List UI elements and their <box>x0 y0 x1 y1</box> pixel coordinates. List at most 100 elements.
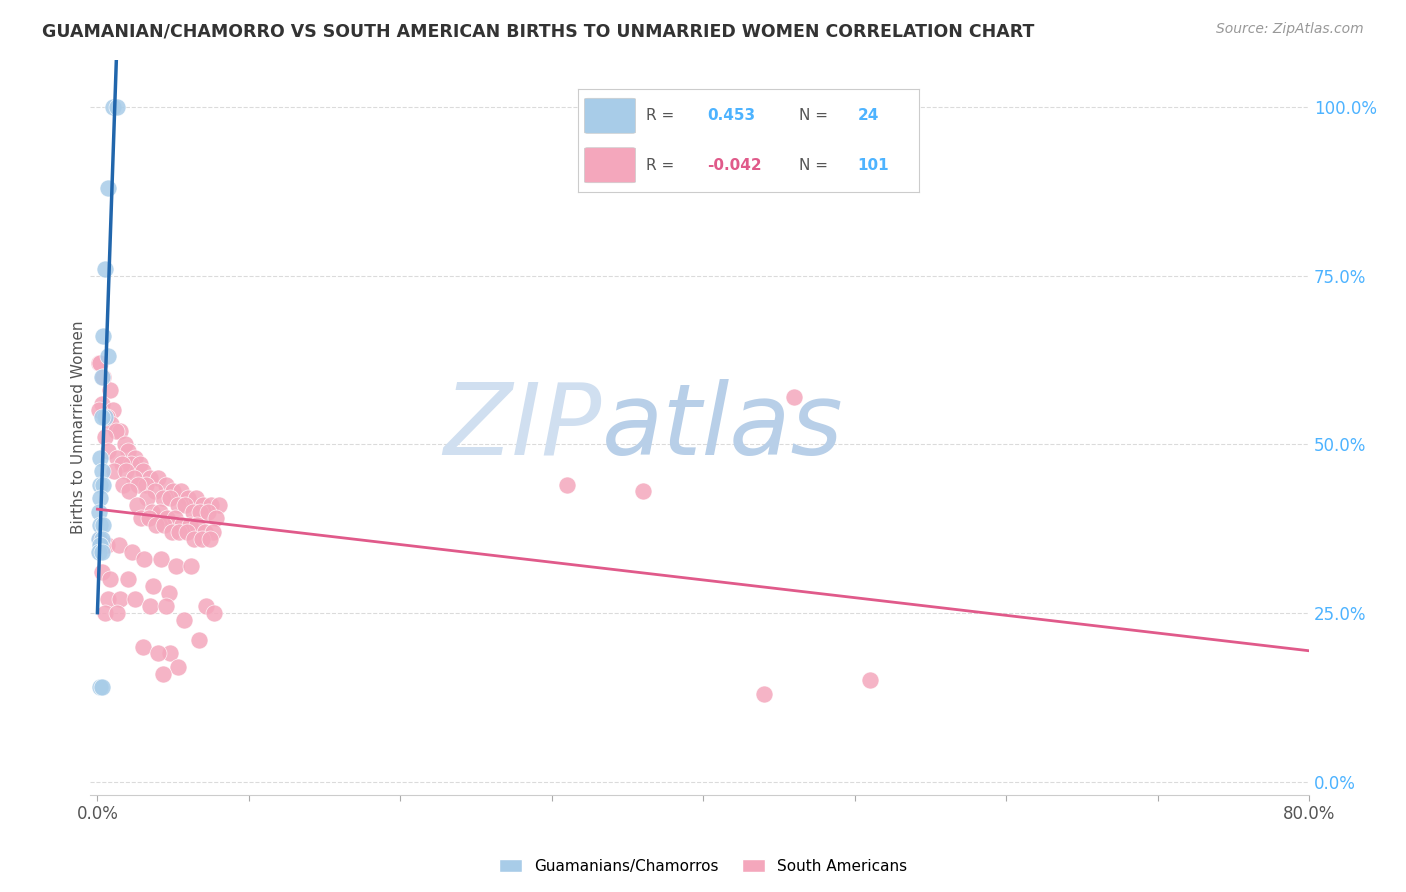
Point <box>124 450 146 465</box>
Point <box>104 424 127 438</box>
Point <box>89 680 111 694</box>
Point <box>94 606 117 620</box>
Point <box>190 505 212 519</box>
Point <box>94 410 117 425</box>
Point <box>125 498 148 512</box>
Point <box>136 491 159 505</box>
Point <box>108 592 131 607</box>
Point <box>142 579 165 593</box>
Point <box>87 403 110 417</box>
Point <box>146 646 169 660</box>
Point <box>87 505 110 519</box>
Point <box>117 572 139 586</box>
Point <box>128 458 150 472</box>
Point <box>555 477 578 491</box>
Point <box>198 532 221 546</box>
Point <box>89 518 111 533</box>
Point <box>173 613 195 627</box>
Point <box>108 424 131 438</box>
Point <box>111 458 134 472</box>
Point <box>193 498 215 512</box>
Point <box>194 524 217 539</box>
Point <box>204 511 226 525</box>
Point <box>167 524 190 539</box>
Point <box>159 646 181 660</box>
Point <box>93 369 115 384</box>
Point <box>91 410 114 425</box>
Point <box>156 511 179 525</box>
Point <box>202 606 225 620</box>
Point <box>163 511 186 525</box>
Y-axis label: Births to Unmarried Women: Births to Unmarried Women <box>72 320 86 534</box>
Point <box>157 585 180 599</box>
Point <box>159 491 181 505</box>
Point <box>200 498 222 512</box>
Point <box>97 350 120 364</box>
Point <box>752 687 775 701</box>
Point <box>87 356 110 370</box>
Point <box>114 437 136 451</box>
Text: ZIP: ZIP <box>444 379 602 475</box>
Point <box>105 450 128 465</box>
Point <box>134 552 156 566</box>
Point <box>91 397 114 411</box>
Point <box>89 532 111 546</box>
Point <box>201 524 224 539</box>
Point <box>181 505 204 519</box>
Point <box>124 592 146 607</box>
Point <box>152 666 174 681</box>
Point <box>94 261 117 276</box>
Point <box>101 403 124 417</box>
Point <box>155 477 177 491</box>
Point <box>191 532 214 546</box>
Point <box>101 100 124 114</box>
Point <box>89 538 111 552</box>
Point <box>153 518 176 533</box>
Point <box>180 558 202 573</box>
Point <box>98 572 121 586</box>
Point <box>122 471 145 485</box>
Point <box>91 566 114 580</box>
Point <box>135 477 157 491</box>
Point <box>127 477 149 491</box>
Point <box>176 524 198 539</box>
Point <box>179 518 201 533</box>
Point <box>96 410 118 425</box>
Point <box>132 640 155 654</box>
Point <box>186 518 208 533</box>
Text: GUAMANIAN/CHAMORRO VS SOUTH AMERICAN BIRTHS TO UNMARRIED WOMEN CORRELATION CHART: GUAMANIAN/CHAMORRO VS SOUTH AMERICAN BIR… <box>42 22 1035 40</box>
Point <box>91 369 114 384</box>
Point <box>141 505 163 519</box>
Point <box>105 606 128 620</box>
Point <box>170 484 193 499</box>
Point <box>172 518 194 533</box>
Point <box>187 632 209 647</box>
Point <box>166 498 188 512</box>
Point <box>115 464 138 478</box>
Point <box>93 329 115 343</box>
Legend: Guamanians/Chamorros, South Americans: Guamanians/Chamorros, South Americans <box>494 853 912 880</box>
Point <box>631 484 654 499</box>
Point <box>91 532 114 546</box>
Point <box>91 680 114 694</box>
Point <box>97 444 120 458</box>
Point <box>177 491 200 505</box>
Point <box>184 491 207 505</box>
Point <box>121 545 143 559</box>
Point <box>139 599 162 614</box>
Point <box>98 383 121 397</box>
Point <box>152 491 174 505</box>
Point <box>105 100 128 114</box>
Point <box>93 518 115 533</box>
Point <box>118 484 141 499</box>
Point <box>132 464 155 478</box>
Point <box>859 673 882 688</box>
Point <box>162 484 184 499</box>
Point <box>183 532 205 546</box>
Point <box>120 458 142 472</box>
Text: atlas: atlas <box>602 379 844 475</box>
Point <box>89 356 111 370</box>
Point <box>197 505 219 519</box>
Point <box>174 498 197 512</box>
Point <box>103 464 125 478</box>
